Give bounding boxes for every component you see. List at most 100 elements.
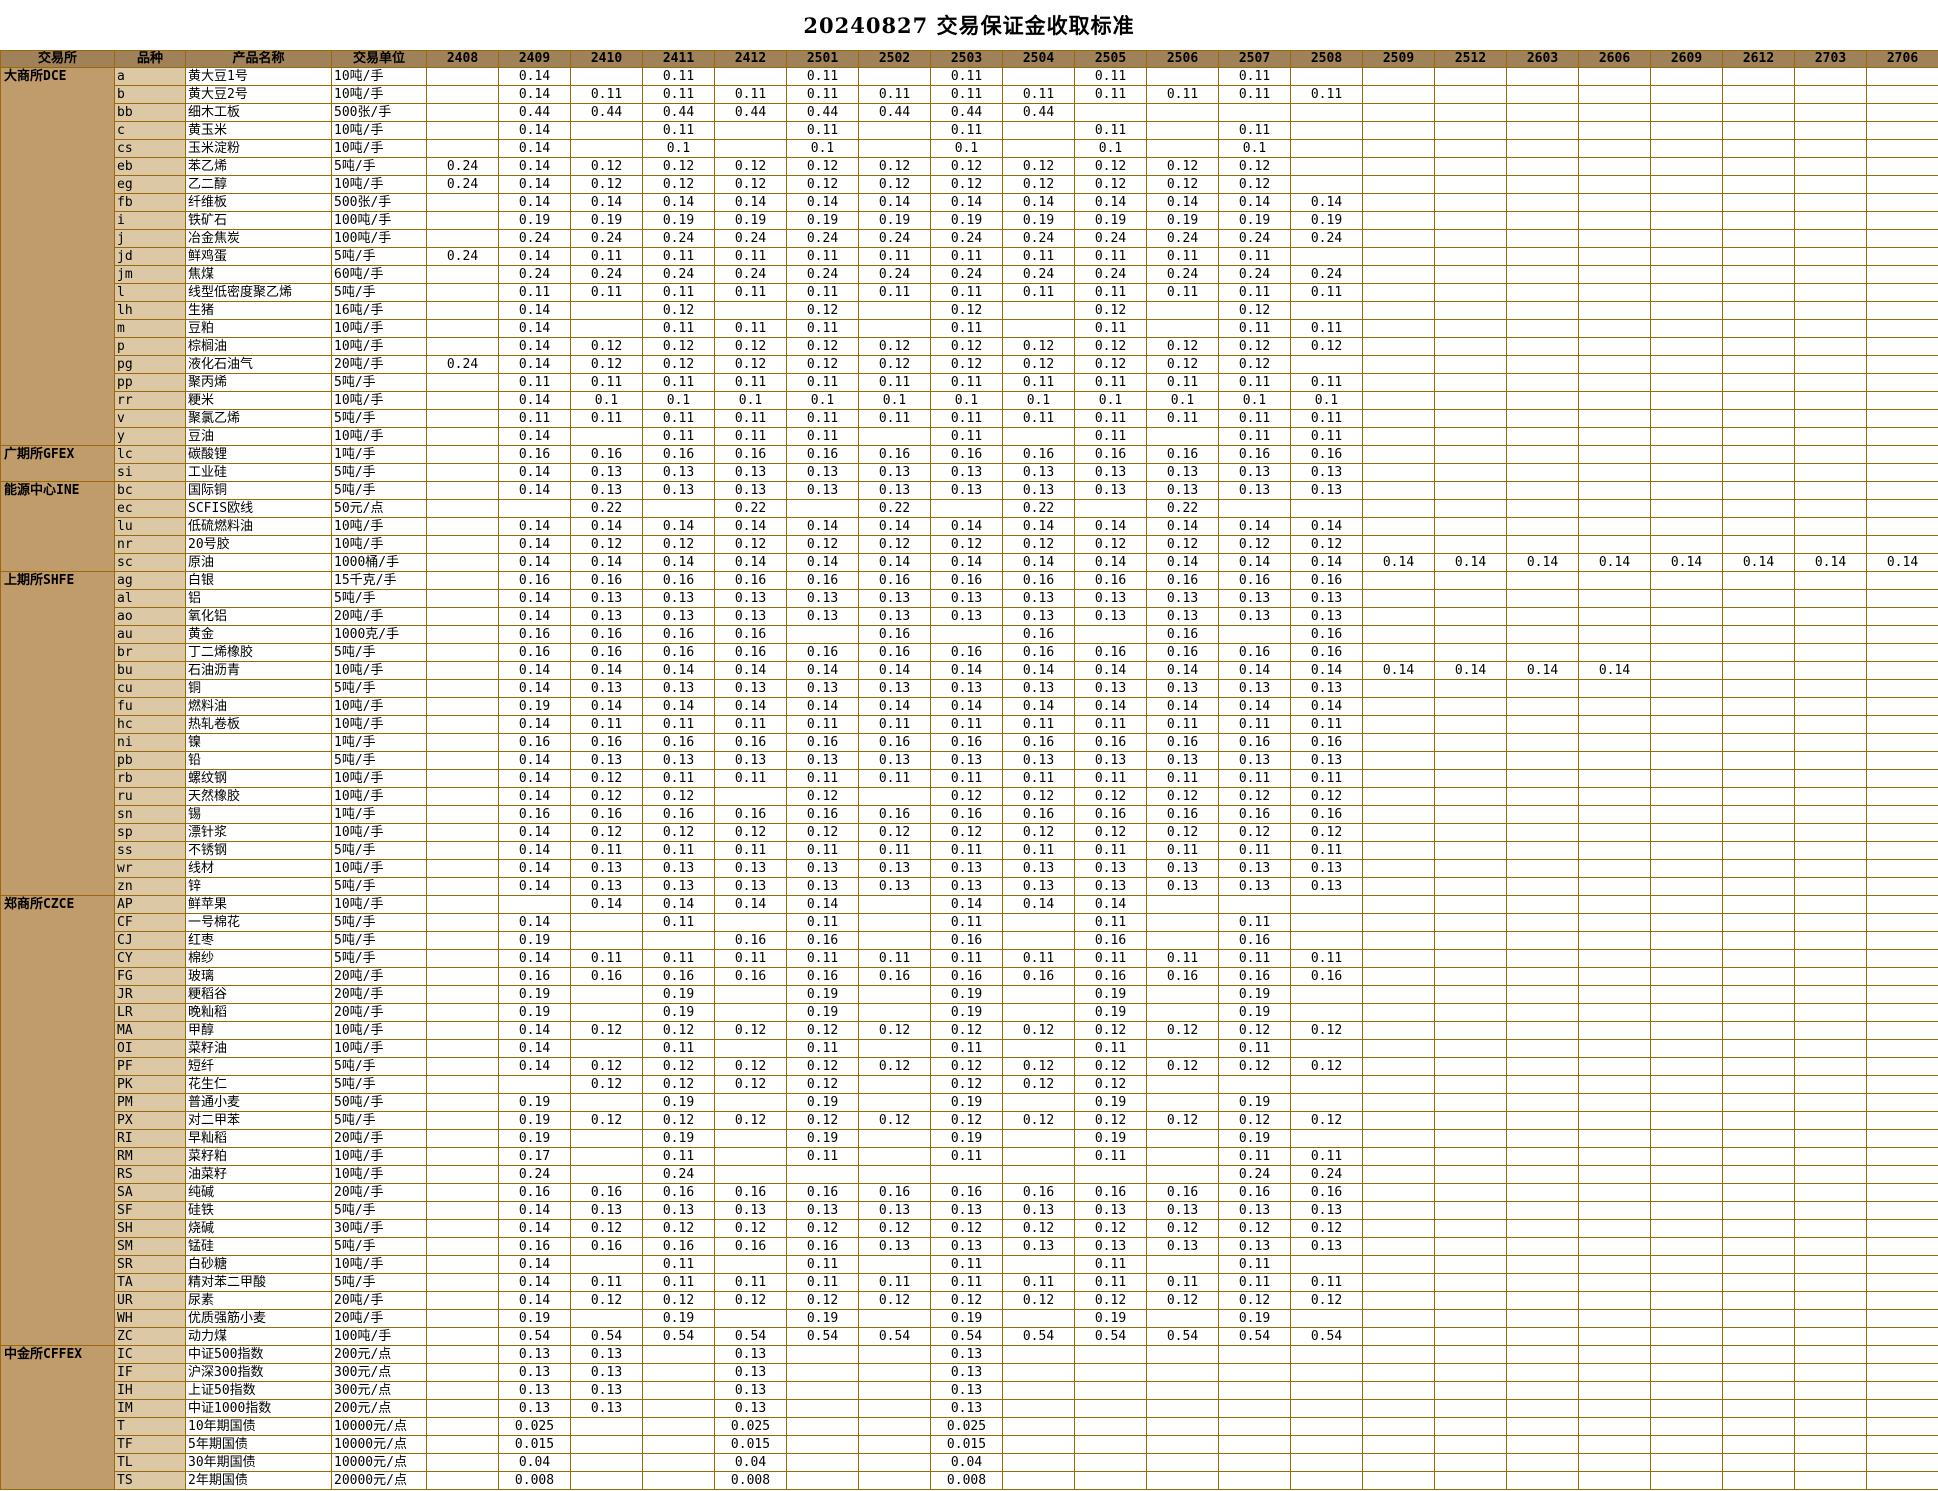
margin-cell-2703[interactable] <box>1794 157 1867 176</box>
margin-cell-2411[interactable]: 0.24 <box>642 229 715 248</box>
margin-cell-2706[interactable] <box>1866 427 1938 446</box>
margin-cell-2507[interactable]: 0.12 <box>1218 823 1291 842</box>
margin-cell-2603[interactable] <box>1506 1057 1579 1076</box>
margin-cell-2409[interactable]: 0.11 <box>498 283 571 302</box>
margin-cell-2512[interactable] <box>1434 427 1507 446</box>
margin-cell-2412[interactable]: 0.16 <box>714 571 787 590</box>
product-name-cell[interactable]: 2年期国债 <box>185 1471 332 1490</box>
margin-cell-2609[interactable] <box>1650 1165 1723 1184</box>
margin-cell-2509[interactable] <box>1362 751 1435 770</box>
margin-cell-2502[interactable] <box>858 787 931 806</box>
margin-cell-2606[interactable] <box>1578 373 1651 392</box>
margin-cell-2504[interactable]: 0.12 <box>1002 787 1075 806</box>
header-code[interactable]: 品种 <box>114 50 186 68</box>
margin-cell-2609[interactable] <box>1650 211 1723 230</box>
margin-cell-2411[interactable]: 0.19 <box>642 985 715 1004</box>
margin-cell-2504[interactable]: 0.16 <box>1002 1183 1075 1202</box>
margin-cell-2502[interactable]: 0.12 <box>858 1219 931 1238</box>
margin-cell-2507[interactable]: 0.11 <box>1218 409 1291 428</box>
margin-cell-2501[interactable]: 0.16 <box>786 805 859 824</box>
trade-unit-cell[interactable]: 10吨/手 <box>331 121 427 140</box>
margin-cell-2501[interactable]: 0.12 <box>786 1111 859 1130</box>
margin-cell-2412[interactable]: 0.16 <box>714 967 787 986</box>
margin-cell-2504[interactable]: 0.13 <box>1002 751 1075 770</box>
margin-cell-2603[interactable] <box>1506 499 1579 518</box>
margin-cell-2501[interactable]: 0.19 <box>786 1093 859 1112</box>
margin-cell-2505[interactable]: 0.13 <box>1074 877 1147 896</box>
product-code-cell[interactable]: wr <box>114 859 186 878</box>
margin-cell-2703[interactable] <box>1794 211 1867 230</box>
margin-cell-2508[interactable]: 0.24 <box>1290 1165 1363 1184</box>
product-name-cell[interactable]: 30年期国债 <box>185 1453 332 1472</box>
margin-cell-2505[interactable]: 0.11 <box>1074 67 1147 86</box>
margin-cell-2408[interactable] <box>426 715 499 734</box>
margin-cell-2509[interactable] <box>1362 517 1435 536</box>
margin-cell-2505[interactable]: 0.14 <box>1074 517 1147 536</box>
margin-cell-2612[interactable] <box>1722 589 1795 608</box>
margin-cell-2508[interactable]: 0.12 <box>1290 1057 1363 1076</box>
margin-cell-2603[interactable] <box>1506 517 1579 536</box>
margin-cell-2703[interactable] <box>1794 841 1867 860</box>
margin-cell-2502[interactable]: 0.12 <box>858 337 931 356</box>
margin-cell-2501[interactable]: 0.14 <box>786 661 859 680</box>
margin-cell-2502[interactable] <box>858 1435 931 1454</box>
margin-cell-2606[interactable] <box>1578 211 1651 230</box>
margin-cell-2408[interactable] <box>426 1075 499 1094</box>
margin-cell-2408[interactable] <box>426 1219 499 1238</box>
margin-cell-2504[interactable] <box>1002 67 1075 86</box>
margin-cell-2703[interactable] <box>1794 463 1867 482</box>
margin-cell-2410[interactable] <box>570 1165 643 1184</box>
margin-cell-2507[interactable]: 0.11 <box>1218 1255 1291 1274</box>
margin-cell-2609[interactable] <box>1650 1453 1723 1472</box>
margin-cell-2412[interactable]: 0.11 <box>714 283 787 302</box>
margin-cell-2408[interactable] <box>426 1363 499 1382</box>
margin-cell-2703[interactable] <box>1794 391 1867 410</box>
margin-cell-2603[interactable] <box>1506 121 1579 140</box>
margin-cell-2703[interactable] <box>1794 283 1867 302</box>
margin-cell-2503[interactable]: 0.13 <box>930 1345 1003 1364</box>
margin-cell-2410[interactable]: 0.13 <box>570 1399 643 1418</box>
margin-cell-2410[interactable] <box>570 427 643 446</box>
margin-cell-2706[interactable] <box>1866 1165 1938 1184</box>
trade-unit-cell[interactable]: 20吨/手 <box>331 607 427 626</box>
margin-cell-2603[interactable]: 0.14 <box>1506 553 1579 572</box>
product-name-cell[interactable]: 甲醇 <box>185 1021 332 1040</box>
margin-cell-2509[interactable] <box>1362 1363 1435 1382</box>
margin-cell-2503[interactable]: 0.11 <box>930 319 1003 338</box>
product-name-cell[interactable]: 铅 <box>185 751 332 770</box>
margin-cell-2606[interactable] <box>1578 841 1651 860</box>
margin-cell-2502[interactable]: 0.11 <box>858 373 931 392</box>
margin-cell-2507[interactable]: 0.16 <box>1218 643 1291 662</box>
margin-cell-2706[interactable] <box>1866 103 1938 122</box>
margin-cell-2703[interactable] <box>1794 1291 1867 1310</box>
margin-cell-2502[interactable] <box>858 1075 931 1094</box>
margin-cell-2706[interactable] <box>1866 1021 1938 1040</box>
margin-cell-2408[interactable] <box>426 859 499 878</box>
margin-cell-2507[interactable]: 0.13 <box>1218 679 1291 698</box>
margin-cell-2603[interactable] <box>1506 337 1579 356</box>
margin-cell-2703[interactable] <box>1794 1075 1867 1094</box>
margin-cell-2408[interactable] <box>426 679 499 698</box>
margin-cell-2603[interactable] <box>1506 769 1579 788</box>
margin-cell-2609[interactable] <box>1650 679 1723 698</box>
margin-cell-2412[interactable]: 0.04 <box>714 1453 787 1472</box>
product-name-cell[interactable]: 动力煤 <box>185 1327 332 1346</box>
margin-cell-2410[interactable] <box>570 1453 643 1472</box>
margin-cell-2411[interactable]: 0.11 <box>642 373 715 392</box>
margin-cell-2408[interactable] <box>426 1255 499 1274</box>
margin-cell-2503[interactable]: 0.13 <box>930 1201 1003 1220</box>
margin-cell-2409[interactable]: 0.14 <box>498 1291 571 1310</box>
margin-cell-2502[interactable]: 0.14 <box>858 517 931 536</box>
trade-unit-cell[interactable]: 5吨/手 <box>331 949 427 968</box>
margin-cell-2512[interactable] <box>1434 895 1507 914</box>
margin-cell-2609[interactable] <box>1650 823 1723 842</box>
margin-cell-2508[interactable]: 0.19 <box>1290 211 1363 230</box>
trade-unit-cell[interactable]: 5吨/手 <box>331 1057 427 1076</box>
margin-cell-2410[interactable] <box>570 913 643 932</box>
product-name-cell[interactable]: 线材 <box>185 859 332 878</box>
trade-unit-cell[interactable]: 5吨/手 <box>331 247 427 266</box>
margin-cell-2507[interactable] <box>1218 1381 1291 1400</box>
margin-cell-2412[interactable] <box>714 1039 787 1058</box>
margin-cell-2408[interactable] <box>426 553 499 572</box>
margin-cell-2505[interactable]: 0.13 <box>1074 463 1147 482</box>
